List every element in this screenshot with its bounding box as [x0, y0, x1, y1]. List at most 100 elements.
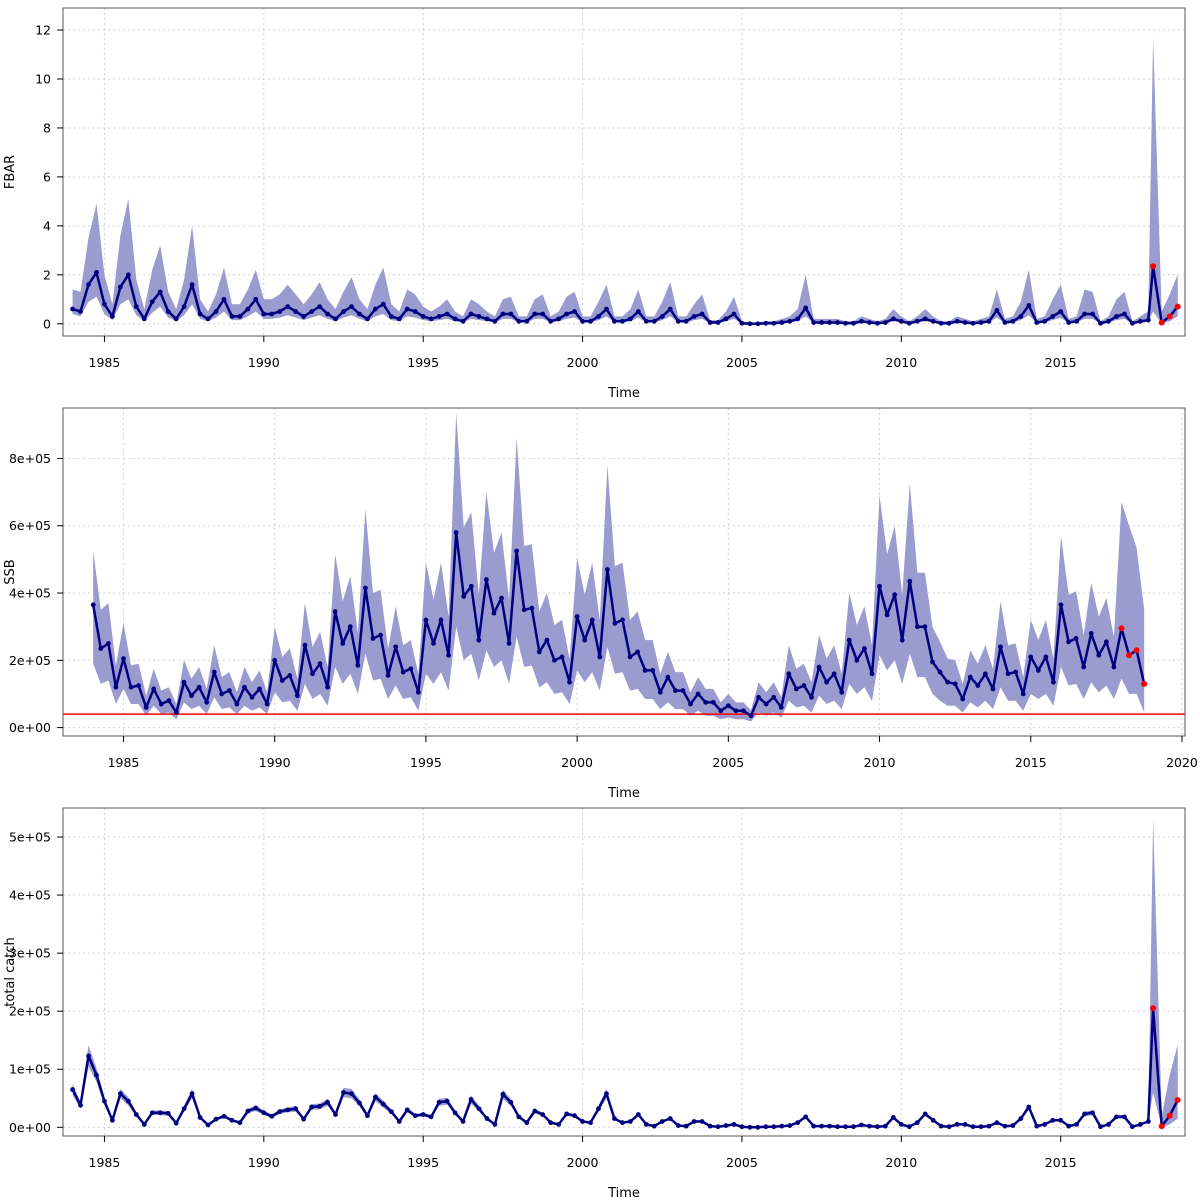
- catch-data-point: [580, 1119, 585, 1124]
- ssb-plot-area: [63, 408, 1185, 736]
- catch-y-axis-label: total catch: [3, 937, 18, 1006]
- catch-data-point: [659, 1119, 665, 1124]
- fbar-data-point: [723, 316, 729, 322]
- fbar-y-tick-label: 0: [43, 316, 51, 331]
- fbar-data-point: [1137, 318, 1143, 324]
- catch-data-point: [301, 1116, 307, 1122]
- catch-data-point: [572, 1113, 577, 1119]
- ssb-data-point: [476, 637, 482, 643]
- ssb-data-point: [869, 671, 875, 677]
- ssb-data-point: [438, 617, 444, 623]
- catch-data-point: [596, 1106, 601, 1112]
- ssb-data-point: [310, 671, 315, 677]
- catch-data-point: [197, 1115, 203, 1120]
- ssb-data-point: [1058, 602, 1064, 608]
- ssb-data-point: [431, 641, 436, 646]
- catch-data-point: [293, 1106, 299, 1112]
- fbar-data-point: [683, 318, 689, 324]
- fbar-data-point: [986, 318, 992, 324]
- catch-data-point: [731, 1121, 737, 1127]
- ssb-data-point: [809, 694, 814, 700]
- catch-data-point: [787, 1123, 793, 1128]
- catch-data-point: [125, 1098, 131, 1104]
- fbar-data-point: [962, 320, 968, 325]
- ssb-data-point: [279, 678, 285, 683]
- fbar-data-point: [548, 318, 554, 324]
- ssb-data-point: [113, 684, 119, 690]
- ssb-panel: Time SSB 1985 1990 1995 2000 2005 2010 2015 202…: [3, 407, 1198, 801]
- fbar-data-point: [930, 318, 936, 324]
- catch-data-point: [675, 1123, 681, 1128]
- fbar-data-point: [970, 320, 976, 326]
- ssb-forecast-point: [1141, 680, 1148, 687]
- fbar-data-point: [604, 306, 609, 312]
- ssb-data-point: [529, 605, 535, 611]
- fbar-data-point: [1114, 314, 1119, 319]
- ssb-data-point: [914, 624, 920, 630]
- fbar-x-tick-label: 2000: [567, 355, 599, 370]
- ssb-confidence-band: [93, 413, 1145, 722]
- fbar-data-point: [189, 282, 195, 287]
- ssb-data-point: [862, 646, 867, 651]
- catch-data-point: [643, 1121, 649, 1127]
- fbar-data-point: [1010, 318, 1016, 324]
- fbar-data-point: [117, 284, 123, 290]
- fbar-forecast-point: [1174, 303, 1181, 310]
- ssb-x-tick-label: 1995: [410, 755, 442, 770]
- catch-data-point: [404, 1107, 410, 1113]
- catch-data-point: [380, 1101, 386, 1107]
- catch-data-point: [548, 1120, 554, 1126]
- ssb-data-point: [536, 649, 542, 655]
- catch-data-point: [516, 1114, 522, 1120]
- catch-data-point: [1130, 1124, 1135, 1130]
- fbar-data-point: [787, 318, 793, 324]
- catch-data-point: [365, 1113, 370, 1119]
- ssb-data-point: [1035, 668, 1041, 673]
- fbar-data-point: [1026, 303, 1032, 308]
- catch-data-point: [803, 1114, 809, 1120]
- catch-data-point: [835, 1124, 840, 1130]
- fbar-data-point: [882, 320, 888, 325]
- catch-forecast-point: [1158, 1123, 1165, 1130]
- ssb-data-point: [657, 689, 663, 695]
- fbar-data-point: [659, 314, 665, 319]
- ssb-data-point: [635, 649, 641, 655]
- fbar-data-point: [898, 318, 904, 324]
- catch-data-point: [508, 1099, 514, 1105]
- fbar-y-tick-label: 2: [43, 267, 51, 282]
- catch-data-point: [173, 1120, 179, 1126]
- ssb-data-point: [355, 662, 361, 668]
- ssb-data-point: [521, 607, 527, 613]
- fbar-data-point: [333, 316, 338, 322]
- ssb-data-point: [302, 642, 308, 648]
- fbar-data-point: [1145, 317, 1151, 323]
- catch-data-point: [1106, 1121, 1111, 1127]
- fbar-data-point: [476, 314, 482, 319]
- ssb-data-point: [786, 671, 792, 677]
- fbar-data-point: [667, 306, 673, 312]
- fbar-data-point: [133, 304, 139, 310]
- catch-forecast-point: [1174, 1097, 1181, 1104]
- catch-data-point: [1137, 1121, 1143, 1127]
- ssb-data-point: [400, 669, 406, 675]
- catch-data-point: [1010, 1123, 1016, 1128]
- catch-data-point: [564, 1111, 570, 1117]
- ssb-data-point: [415, 689, 421, 695]
- catch-data-point: [325, 1099, 330, 1105]
- catch-data-point: [420, 1112, 426, 1117]
- fbar-data-point: [715, 320, 721, 325]
- ssb-data-point: [574, 614, 580, 619]
- fbar-x-tick-label: 1990: [248, 355, 280, 370]
- catch-data-point: [229, 1117, 235, 1123]
- catch-data-point: [181, 1106, 187, 1112]
- fbar-data-point: [1034, 320, 1040, 325]
- ssb-data-point: [491, 610, 497, 616]
- fbar-data-point: [380, 301, 386, 307]
- catch-data-point: [205, 1122, 211, 1128]
- ssb-x-tick-label: 1985: [108, 755, 140, 770]
- fbar-x-tick-label: 2015: [1045, 355, 1077, 370]
- ssb-data-point: [219, 691, 225, 697]
- fbar-data-point: [70, 306, 75, 312]
- ssb-data-point: [1096, 652, 1102, 658]
- fbar-data-point: [396, 316, 402, 322]
